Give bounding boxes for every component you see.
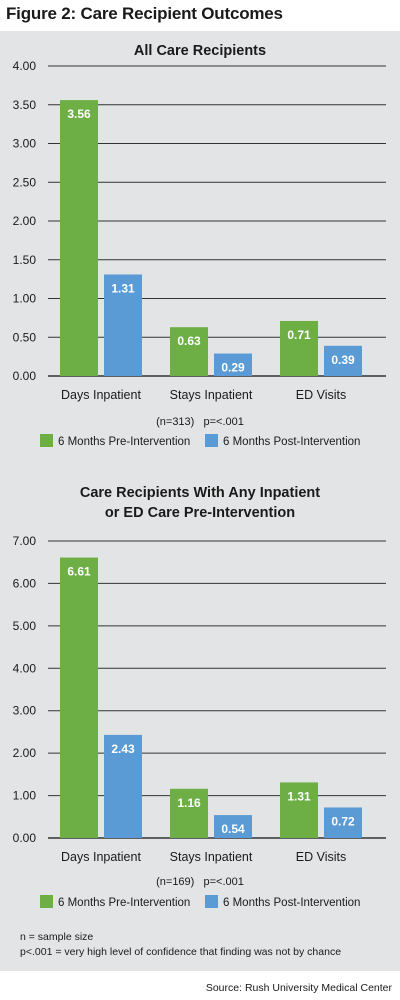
data-label: 6.61 bbox=[67, 565, 91, 579]
y-tick-label: 3.50 bbox=[13, 98, 37, 112]
y-tick-label: 3.00 bbox=[13, 137, 37, 151]
chart-title-line: or ED Care Pre-Intervention bbox=[105, 505, 295, 521]
y-tick-label: 1.50 bbox=[13, 253, 37, 267]
data-label: 0.71 bbox=[287, 328, 311, 342]
y-tick-label: 2.00 bbox=[13, 214, 37, 228]
footnote-sample-size: n = sample size bbox=[20, 931, 94, 943]
data-label: 0.72 bbox=[331, 814, 355, 828]
chart-any-inpatient-or-ed: Care Recipients With Any Inpatient or ED … bbox=[13, 485, 386, 909]
data-label: 0.29 bbox=[221, 361, 245, 375]
bar-post-intervention bbox=[324, 807, 362, 838]
x-category-label: Stays Inpatient bbox=[170, 850, 253, 864]
data-label: 0.63 bbox=[177, 334, 201, 348]
legend-swatch-pre bbox=[40, 434, 53, 447]
bar-pre-intervention bbox=[280, 320, 318, 376]
bar-post-intervention bbox=[214, 815, 252, 838]
y-tick-label: 4.00 bbox=[13, 661, 37, 675]
bar-post-intervention bbox=[324, 345, 362, 376]
legend-label: 6 Months Post-Intervention bbox=[223, 897, 360, 909]
y-tick-label: 1.00 bbox=[13, 789, 37, 803]
bar-pre-intervention bbox=[170, 788, 208, 838]
bar-post-intervention bbox=[214, 353, 252, 376]
data-label: 0.39 bbox=[331, 353, 355, 367]
y-tick-label: 0.00 bbox=[13, 831, 37, 845]
legend-swatch-post bbox=[205, 434, 218, 447]
y-tick-label: 7.00 bbox=[13, 534, 37, 548]
chart-title-line: Care Recipients With Any Inpatient bbox=[80, 485, 320, 501]
data-label: 0.54 bbox=[221, 822, 245, 836]
y-tick-label: 3.00 bbox=[13, 704, 37, 718]
bar-pre-intervention bbox=[60, 100, 98, 376]
bar-post-intervention bbox=[104, 734, 142, 838]
y-tick-label: 4.00 bbox=[13, 59, 37, 73]
y-tick-label: 2.50 bbox=[13, 175, 37, 189]
bar-pre-intervention bbox=[60, 557, 98, 838]
figure-title: Figure 2: Care Recipient Outcomes bbox=[6, 4, 283, 23]
stat-note: (n=313) p=<.001 bbox=[156, 416, 244, 428]
y-tick-label: 1.00 bbox=[13, 292, 37, 306]
data-label: 2.43 bbox=[111, 742, 135, 756]
legend-label: 6 Months Post-Intervention bbox=[223, 436, 360, 448]
source-credit: Source: Rush University Medical Center bbox=[205, 982, 392, 994]
legend-label: 6 Months Pre-Intervention bbox=[58, 897, 190, 909]
x-category-label: Stays Inpatient bbox=[170, 388, 253, 402]
x-category-label: ED Visits bbox=[296, 388, 346, 402]
chart-all-care-recipients: All Care Recipients 0.00 0.50 1.00 1.50 2.00 2… bbox=[13, 43, 386, 448]
legend-swatch-post bbox=[205, 895, 218, 908]
bar-pre-intervention bbox=[170, 327, 208, 376]
y-tick-label: 0.00 bbox=[13, 369, 37, 383]
x-category-label: Days Inpatient bbox=[61, 850, 141, 864]
bar-post-intervention bbox=[104, 274, 142, 376]
legend-label: 6 Months Pre-Intervention bbox=[58, 436, 190, 448]
footnote-p-value: p<.001 = very high level of confidence t… bbox=[20, 946, 342, 958]
data-label: 1.31 bbox=[287, 789, 311, 803]
data-label: 1.16 bbox=[177, 796, 201, 810]
bar-pre-intervention bbox=[280, 782, 318, 838]
x-category-label: ED Visits bbox=[296, 850, 346, 864]
stat-note: (n=169) p=<.001 bbox=[156, 876, 244, 888]
y-tick-label: 5.00 bbox=[13, 619, 37, 633]
data-label: 3.56 bbox=[67, 107, 91, 121]
data-label: 1.31 bbox=[111, 281, 135, 295]
y-tick-label: 6.00 bbox=[13, 576, 37, 590]
y-tick-label: 2.00 bbox=[13, 746, 37, 760]
x-category-label: Days Inpatient bbox=[61, 388, 141, 402]
legend-swatch-pre bbox=[40, 895, 53, 908]
y-tick-label: 0.50 bbox=[13, 330, 37, 344]
chart-title-line: All Care Recipients bbox=[134, 43, 266, 59]
footnotes: n = sample size p<.001 = very high level… bbox=[20, 930, 341, 960]
